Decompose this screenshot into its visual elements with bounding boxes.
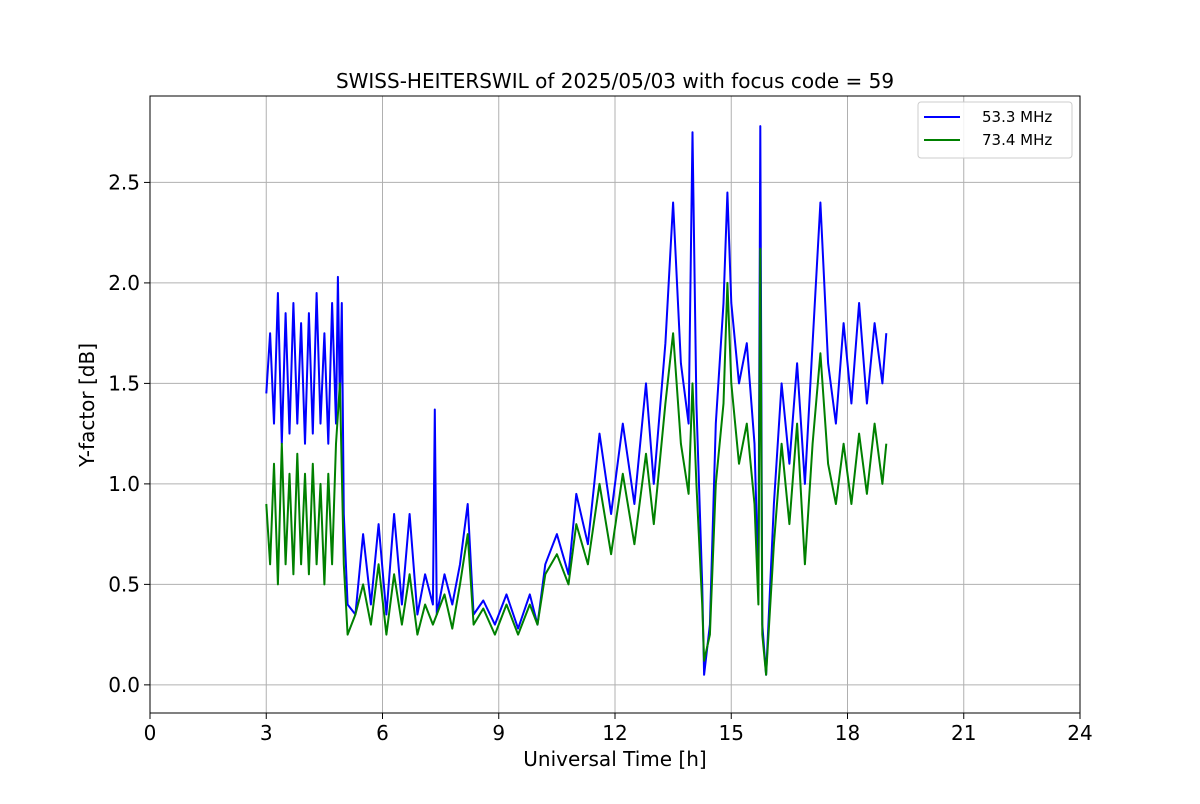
chart-title: SWISS-HEITERSWIL of 2025/05/03 with focu… <box>336 69 894 93</box>
x-tick-label: 21 <box>951 721 976 745</box>
x-tick-label: 12 <box>602 721 627 745</box>
x-tick-label: 0 <box>144 721 157 745</box>
axis-ticks: 0 3 6 9 12 15 18 21 24 0.0 0.5 1.0 1.5 2.0 2.5 <box>108 170 1093 745</box>
x-tick-label: 18 <box>835 721 860 745</box>
y-tick-label: 2.0 <box>108 271 140 295</box>
legend: 53.3 MHz 73.4 MHz <box>917 101 1073 159</box>
series-line-1 <box>265 247 888 676</box>
y-tick-label: 0.0 <box>108 673 140 697</box>
legend-label-73mhz: 73.4 MHz <box>982 131 1052 149</box>
x-tick-label: 6 <box>376 721 389 745</box>
x-tick-label: 15 <box>719 721 744 745</box>
legend-label-53mhz: 53.3 MHz <box>982 108 1052 126</box>
x-axis-label: Universal Time [h] <box>523 747 706 771</box>
y-axis-label: Y-factor [dB] <box>75 343 99 468</box>
series-lines <box>265 125 888 676</box>
y-tick-label: 0.5 <box>108 572 140 596</box>
y-tick-label: 1.0 <box>108 472 140 496</box>
y-tick-label: 1.5 <box>108 371 140 395</box>
x-tick-label: 9 <box>492 721 505 745</box>
x-tick-label: 24 <box>1067 721 1092 745</box>
y-tick-label: 2.5 <box>108 170 140 194</box>
x-tick-label: 3 <box>260 721 273 745</box>
